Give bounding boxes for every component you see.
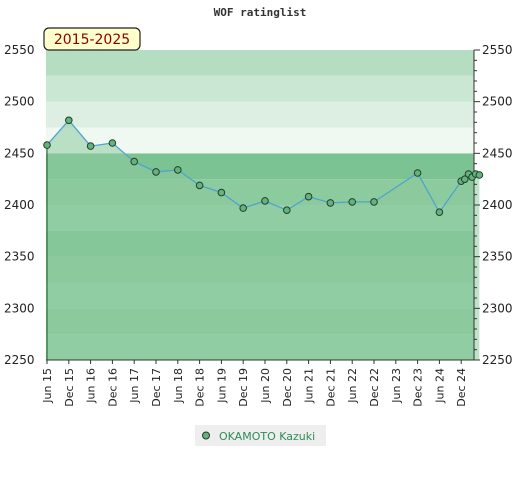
x-tick-label: Dec 21: [324, 368, 337, 407]
x-tick-label: Dec 17: [150, 368, 163, 407]
data-point-4: [130, 157, 138, 166]
x-tick-label: Jun 22: [346, 368, 359, 404]
period-badge-text: 2015-2025: [54, 32, 130, 48]
x-tick-label: Jun 21: [303, 368, 316, 404]
x-axis: Jun 15 Dec 15 Jun 16 Dec 16 Jun 17 Dec 17 Jun …: [41, 359, 474, 407]
data-point-3: [108, 139, 117, 147]
legend-series-name: OKAMOTO Kazuki: [219, 430, 315, 443]
legend-marker: [202, 431, 210, 440]
band-10: [46, 75, 474, 102]
y-tick-label-right: 2450: [482, 146, 513, 160]
band-9: [46, 101, 474, 128]
x-tick-label: Jun 24: [433, 368, 446, 404]
x-tick-label: Dec 19: [237, 368, 250, 407]
x-tick-label: Jun 17: [128, 368, 141, 404]
x-tick-label: Jun 16: [85, 368, 98, 404]
y-tick-label-right: 2500: [482, 95, 513, 109]
data-point-16: [413, 169, 422, 177]
y-axis-left: 2250 2300 2350 2400 2450 2500 2550: [4, 43, 35, 367]
x-tick-label: Dec 18: [194, 368, 207, 407]
period-badge: 2015-2025: [43, 27, 141, 51]
x-tick-label: Dec 23: [412, 368, 425, 407]
data-point-13: [326, 199, 335, 207]
data-point-12: [304, 192, 313, 201]
chart-title: WOF ratinglist: [214, 6, 307, 19]
data-point-5: [152, 168, 160, 176]
series-area-fill: [47, 120, 480, 360]
x-tick-label: Jun 15: [41, 368, 54, 404]
x-tick-label: Jun 18: [172, 368, 185, 404]
y-tick-label-left: 2400: [4, 198, 35, 212]
band-11: [46, 50, 474, 76]
data-point-11: [283, 206, 291, 214]
data-point-0: [43, 141, 51, 149]
x-tick-label: Jun 19: [215, 368, 228, 404]
y-tick-label-left: 2500: [4, 95, 35, 109]
y-tick-label-right: 2550: [482, 43, 513, 57]
x-tick-label: Dec 22: [368, 368, 381, 407]
y-tick-label-left: 2250: [4, 353, 35, 367]
x-tick-label: Dec 15: [63, 368, 76, 407]
x-tick-label: Dec 20: [281, 368, 294, 407]
y-tick-label-right: 2350: [482, 250, 513, 264]
data-point-10: [261, 197, 269, 205]
data-point-8: [217, 188, 226, 197]
legend[interactable]: OKAMOTO Kazuki: [195, 425, 326, 446]
y-tick-label-right: 2300: [482, 301, 513, 315]
data-point-7: [195, 181, 204, 190]
y-tick-label-right: 2250: [482, 353, 513, 367]
y-tick-label-left: 2450: [4, 146, 35, 160]
period-badge-box: [43, 27, 141, 51]
data-point-9: [239, 204, 247, 212]
data-markers: [43, 116, 484, 216]
y-tick-label-left: 2350: [4, 250, 35, 264]
legend-box: [195, 425, 326, 446]
y-tick-label-right: 2400: [482, 198, 513, 212]
y-axis-right: 2250 2300 2350 2400 2450 2500 2550: [473, 43, 513, 367]
y-tick-label-left: 2550: [4, 43, 35, 57]
x-tick-label: Dec 24: [455, 368, 468, 407]
data-point-15: [370, 198, 378, 206]
data-point-14: [348, 198, 357, 206]
data-point-23: [475, 171, 484, 179]
y-tick-label-left: 2300: [4, 301, 35, 315]
x-tick-label: Dec 16: [106, 368, 119, 407]
data-point-6: [174, 166, 182, 174]
x-tick-label: Jun 23: [390, 368, 403, 404]
data-point-1: [65, 116, 73, 125]
data-point-2: [86, 142, 95, 150]
data-point-17: [435, 208, 444, 216]
x-tick-label: Jun 20: [259, 368, 272, 404]
data-point-19: [461, 175, 469, 183]
